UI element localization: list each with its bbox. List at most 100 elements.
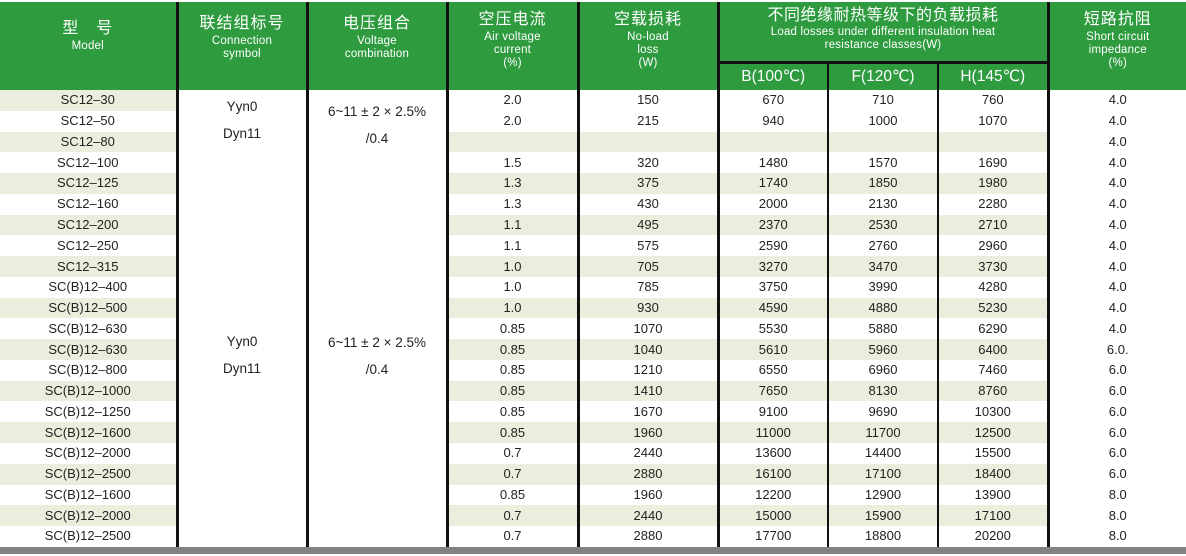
loss-f-cell: 710 [827, 90, 938, 111]
table-row: SC12–200 1.1 495 2370 2530 2710 4.0 [0, 214, 1186, 236]
header-voltage-zh: 电压组合 [342, 15, 411, 32]
table-row: SC(B)12–500 1.0 930 4590 4880 5230 4.0 [0, 297, 1186, 319]
header-air-en3: (%) [503, 57, 522, 69]
air-current-cell: 0.85 [445, 484, 578, 506]
model-cell: SC(B)12–630 [0, 339, 177, 360]
no-load-cell: 1040 [576, 339, 718, 360]
air-current-cell: 0.85 [445, 339, 578, 360]
air-current-cell: 0.85 [445, 422, 578, 444]
no-load-cell: 495 [576, 214, 718, 236]
header-air-zh: 空压电流 [478, 11, 547, 28]
loss-b-cell: 3750 [716, 276, 828, 298]
no-load-cell: 705 [576, 256, 718, 277]
loss-h-cell: 8760 [936, 380, 1049, 402]
air-current-cell: 0.85 [445, 401, 578, 423]
loss-b-cell: 5530 [716, 318, 828, 340]
loss-b-cell [716, 131, 828, 153]
air-current-cell: 1.0 [445, 276, 578, 298]
table-row: SC(B)12–1250 0.85 1670 9100 9690 10300 6.0 [0, 401, 1186, 423]
header-load-loss-group: 不同绝缘耐热等级下的负载损耗 Load losses under differe… [716, 2, 1049, 64]
model-cell: SC(B)12–1250 [44, 403, 131, 419]
header-group-en2: resistance classes(W) [824, 39, 942, 51]
air-current-cell: 1.3 [445, 193, 578, 215]
loss-f-cell: 2530 [827, 214, 938, 236]
loss-f-cell: 11700 [827, 422, 938, 444]
no-load-cell: 2880 [576, 463, 718, 485]
loss-b-cell: 2370 [716, 214, 828, 236]
no-load-cell: 215 [576, 110, 718, 132]
loss-f-cell: 12900 [827, 484, 938, 506]
impedance-cell: 6.0 [1046, 380, 1186, 402]
table-row: SC12–50 2.0 215 940 1000 1070 4.0 [0, 110, 1186, 132]
table-row: SC(B)12–2000 0.7 2440 15000 15900 17100 8.0 [0, 505, 1186, 527]
loss-b-cell: 13600 [716, 443, 828, 464]
air-current-cell: 1.0 [445, 297, 578, 319]
header-model-zh: 型 号 [62, 20, 114, 37]
loss-h-cell: 17100 [936, 505, 1049, 527]
impedance-cell: 4.0 [1046, 152, 1186, 174]
table-row: SC12–160 1.3 430 2000 2130 2280 4.0 [0, 193, 1186, 215]
connection-symbol-cell: Yyn0 Dyn11 Yyn0 Dyn11 [175, 90, 307, 547]
loss-b-cell: 15000 [716, 505, 828, 527]
header-class-b: B(100℃) [716, 62, 828, 90]
impedance-cell: 4.0 [1046, 90, 1186, 111]
impedance-cell: 4.0 [1046, 214, 1186, 236]
loss-f-cell: 2130 [827, 193, 938, 215]
no-load-cell: 1410 [576, 380, 718, 402]
loss-f-cell: 4880 [827, 297, 938, 319]
connection-symbol-cell-text-group2: Yyn0 Dyn11 [179, 330, 306, 380]
header-voltage-en1: Voltage [357, 35, 397, 47]
header-noload-en2: loss [637, 44, 659, 56]
voltage-combination-cell-line: /0.4 [365, 131, 389, 146]
loss-h-cell: 4280 [936, 276, 1049, 298]
air-current-cell: 1.3 [445, 173, 578, 194]
loss-h-cell: 2960 [936, 235, 1049, 257]
air-current-cell: 0.7 [445, 526, 578, 547]
model-cell: SC(B)12–2000 [0, 505, 177, 527]
impedance-cell: 8.0 [1046, 526, 1186, 547]
impedance-cell: 4.0 [1046, 297, 1186, 319]
loss-b-cell: 940 [716, 110, 828, 132]
header-imp-zh: 短路抗阻 [1083, 11, 1152, 28]
table-row: SC(B)12–2000 0.7 2440 13600 14400 15500 6.0 [0, 443, 1186, 464]
model-cell: SC12–200 [0, 214, 177, 236]
loss-f-cell: 6960 [827, 359, 938, 381]
no-load-cell: 785 [576, 276, 718, 298]
loss-f-cell: 17100 [827, 463, 938, 485]
header-imp-en2: impedance [1088, 44, 1147, 56]
table-header: 型 号 Model 联结组标号 Connection symbol 电压组合 V… [0, 2, 1186, 90]
impedance-cell: 6.0 [1046, 463, 1186, 485]
loss-h-cell: 2710 [936, 214, 1049, 236]
connection-symbol-cell-line: Yyn0 [226, 334, 258, 349]
loss-h-cell: 6400 [936, 339, 1049, 360]
impedance-cell: 4.0 [1046, 173, 1186, 194]
loss-f-cell: 9690 [827, 401, 938, 423]
air-current-cell [445, 131, 578, 153]
connection-symbol-cell-line: Yyn0 [226, 99, 258, 114]
loss-h-cell: 18400 [936, 463, 1049, 485]
model-cell: SC(B)12–2500 [0, 463, 177, 485]
table-row: SC(B)12–1600 0.85 1960 12200 12900 13900 8.0 [0, 484, 1186, 506]
no-load-cell: 1960 [576, 484, 718, 506]
loss-b-cell: 2000 [716, 193, 828, 215]
header-connection-en1: Connection [211, 35, 273, 47]
table-row: SC(B)12–1000 0.85 1410 7650 8130 8760 6.0 [0, 380, 1186, 402]
loss-f-cell: 5880 [827, 318, 938, 340]
table-row: SC(B)12–1600 0.85 1960 11000 11700 12500 6.0 [0, 422, 1186, 444]
table-row: SC(B)12–400 1.0 785 3750 3990 4280 4.0 [0, 276, 1186, 298]
loss-f-cell: 8130 [827, 380, 938, 402]
air-current-cell: 0.85 [445, 380, 578, 402]
no-load-cell: 575 [576, 235, 718, 257]
header-connection-en2: symbol [223, 48, 261, 60]
connection-symbol-cell-line: Dyn11 [222, 361, 262, 376]
header-model-en: Model [71, 40, 104, 52]
table-row: SC(B)12–2500 0.7 2880 16100 17100 18400 6.0 [0, 463, 1186, 485]
loss-b-cell: 6550 [716, 359, 828, 381]
loss-f-cell: 2760 [827, 235, 938, 257]
header-group-en1: Load losses under different insulation h… [770, 26, 996, 38]
header-noload-en1: No-load [627, 31, 669, 43]
model-cell: SC12–125 [0, 173, 177, 194]
voltage-combination-cell-line: 6~11 ± 2 × 2.5% [328, 104, 426, 119]
header-imp-en3: (%) [1108, 57, 1128, 69]
